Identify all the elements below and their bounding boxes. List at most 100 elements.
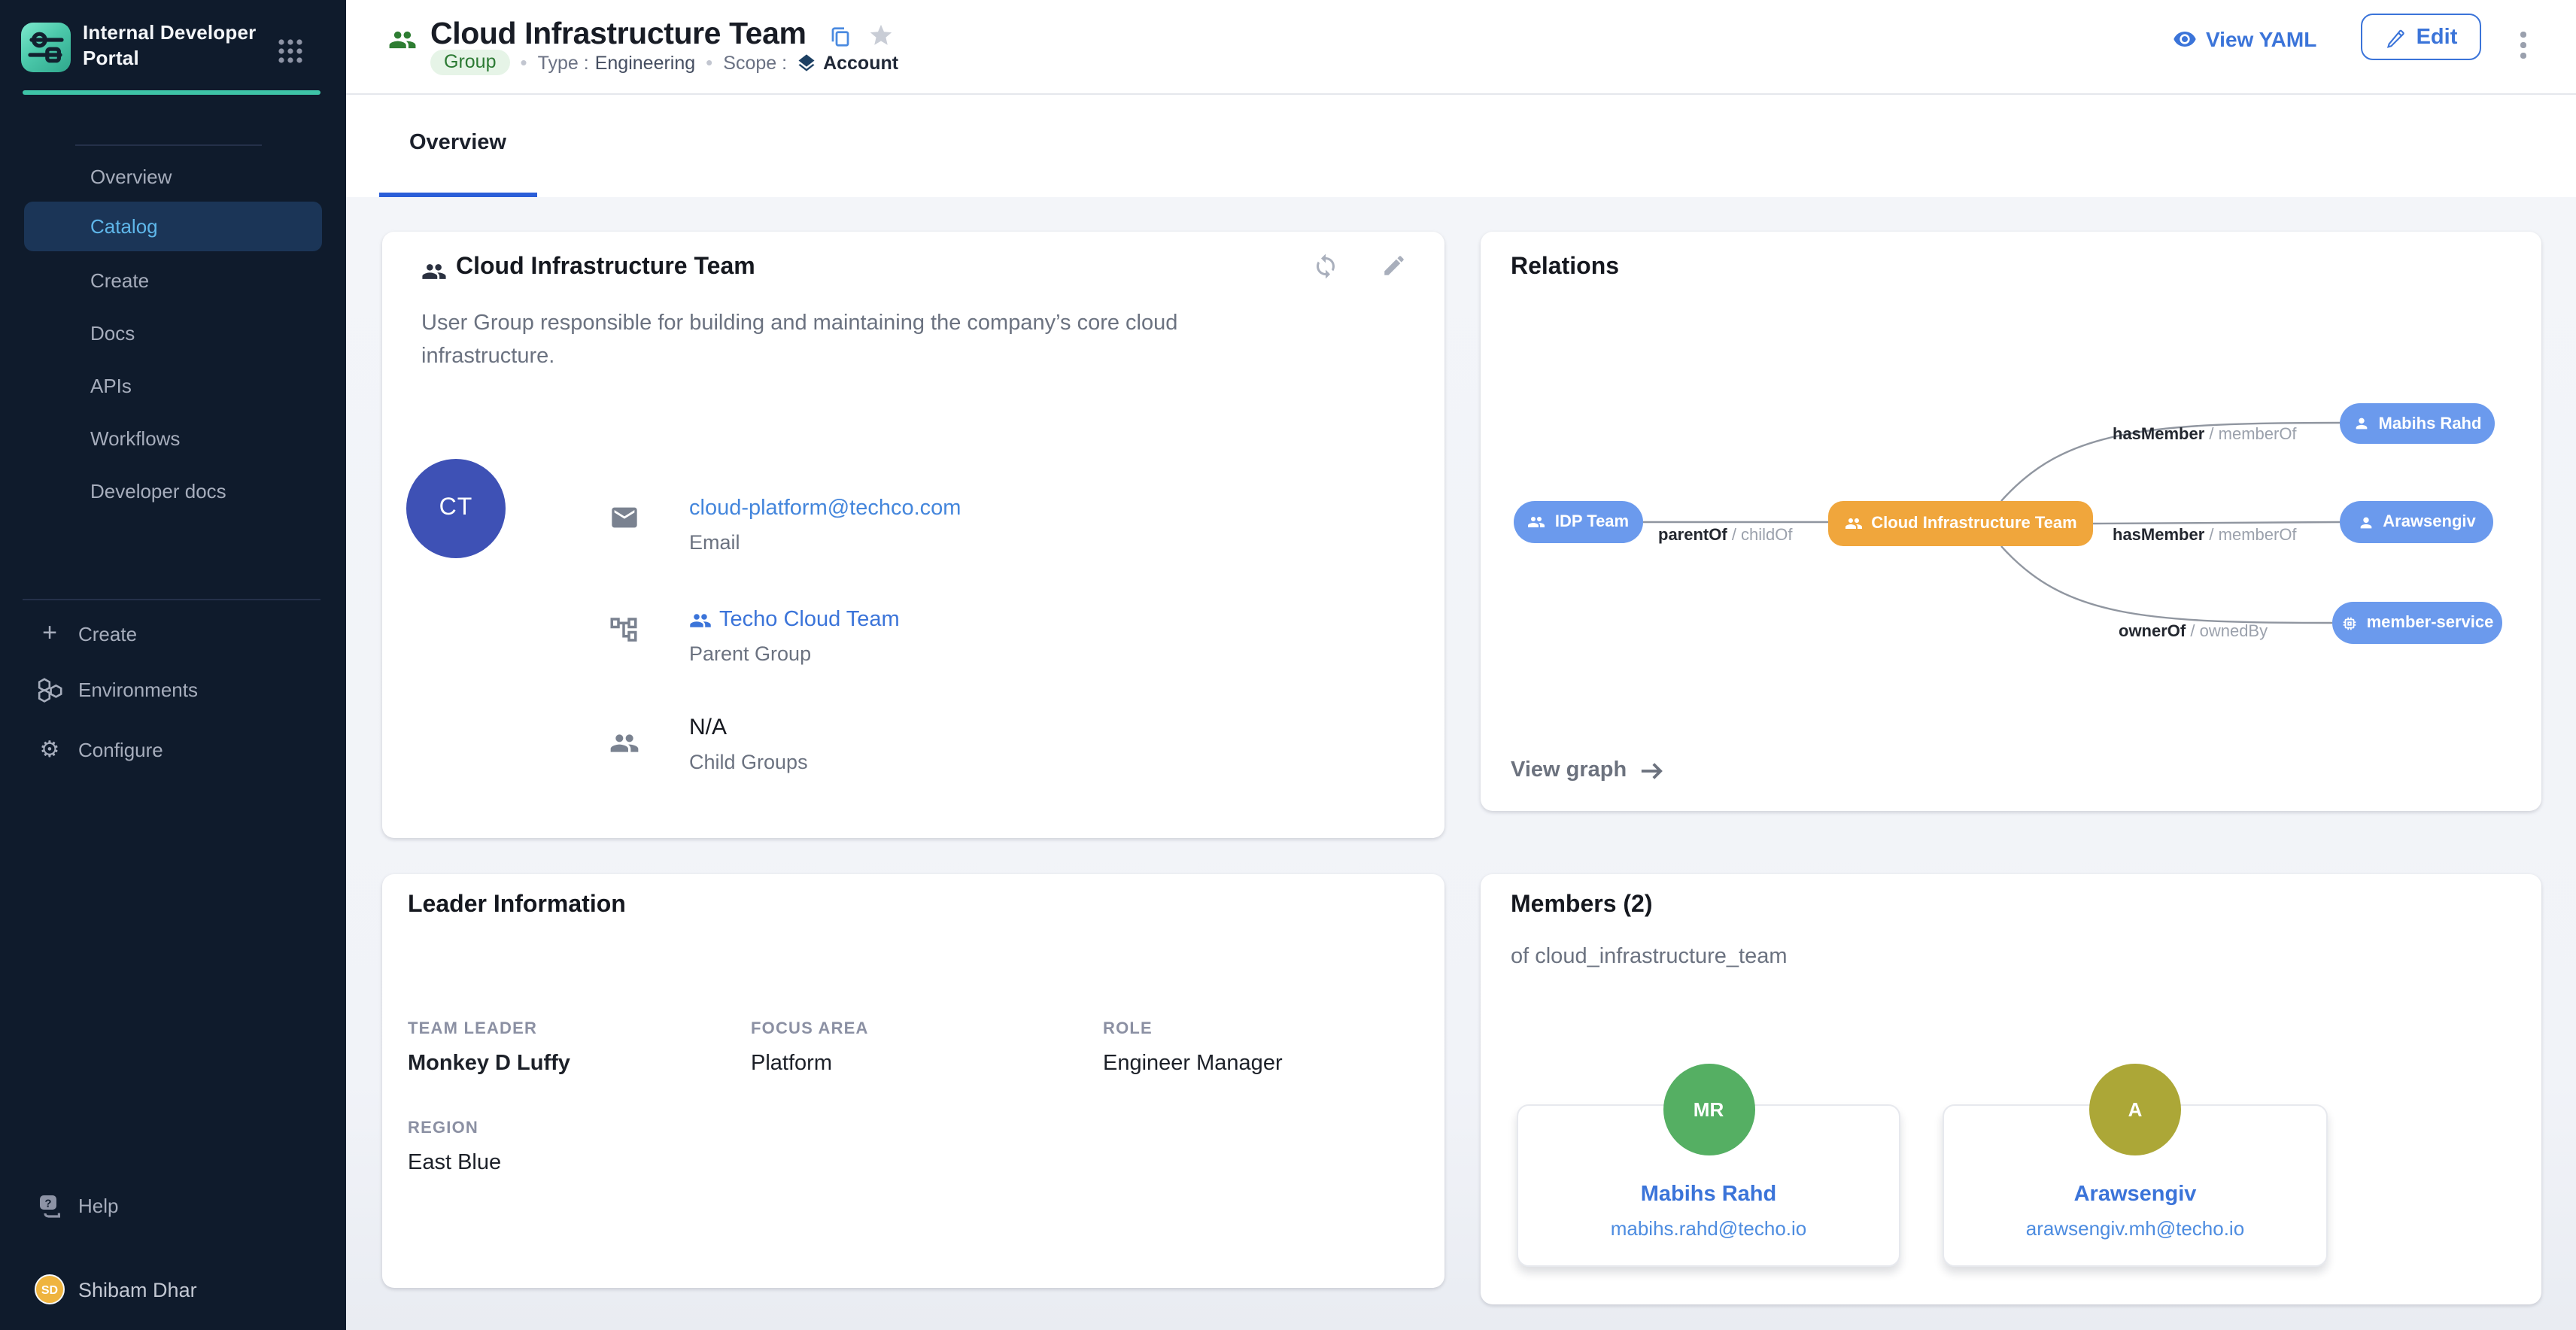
dot-separator: • xyxy=(520,51,527,74)
copy-icon[interactable] xyxy=(829,26,852,56)
user-avatar: SD xyxy=(35,1274,65,1304)
chip-icon xyxy=(2343,616,2356,630)
person-icon xyxy=(2359,516,2371,528)
view-yaml-button[interactable]: View YAML xyxy=(2173,27,2316,51)
region-value: East Blue xyxy=(408,1151,502,1175)
node-label: Cloud Infrastructure Team xyxy=(1871,515,2077,533)
mail-icon xyxy=(609,503,639,540)
edit-label: Edit xyxy=(2416,25,2458,49)
kind-badge: Group xyxy=(430,50,510,75)
relations-card: Relations IDP Team Cloud Infrastr xyxy=(1481,232,2541,811)
parent-group-link[interactable]: Techo Cloud Team xyxy=(719,608,900,632)
sidebar-action-configure[interactable]: ⚙ Configure xyxy=(0,724,346,775)
leader-information-card: Leader Information TEAM LEADER Monkey D … xyxy=(382,874,1444,1288)
team-description: User Group responsible for building and … xyxy=(421,311,1178,369)
sidebar-item-developer-docs[interactable]: Developer docs xyxy=(90,480,226,503)
graph-node-cloud-infrastructure-team[interactable]: Cloud Infrastructure Team xyxy=(1828,501,2093,546)
card-title: Leader Information xyxy=(408,892,626,918)
graph-node-mabihs-rahd[interactable]: Mabihs Rahd xyxy=(2340,403,2495,444)
card-title: Cloud Infrastructure Team xyxy=(456,254,755,280)
node-label: Mabihs Rahd xyxy=(2378,414,2482,433)
sidebar: Internal Developer Portal Overview Catal… xyxy=(0,0,346,1330)
sidebar-action-create[interactable]: + Create xyxy=(0,608,346,659)
edge-label-hasmember-mid: hasMember / memberOf xyxy=(2113,527,2297,545)
sidebar-divider xyxy=(75,144,262,146)
role-label: ROLE xyxy=(1103,1020,1153,1038)
apps-grid-icon[interactable] xyxy=(275,36,305,66)
child-groups-value: N/A xyxy=(689,715,728,740)
app-logo xyxy=(21,23,71,72)
star-icon[interactable] xyxy=(868,23,894,56)
graph-node-member-service[interactable]: member-service xyxy=(2332,602,2502,644)
avatar: SD xyxy=(35,1274,65,1304)
member-name-link[interactable]: Mabihs Rahd xyxy=(1640,1183,1777,1207)
sidebar-action-label: Configure xyxy=(78,738,163,761)
team-email-link[interactable]: cloud-platform@techco.com xyxy=(689,496,961,521)
edit-pencil-icon[interactable] xyxy=(1381,253,1407,286)
sidebar-item-help[interactable]: ? Help xyxy=(0,1180,346,1231)
layers-icon xyxy=(796,52,817,73)
hexagons-icon xyxy=(35,675,65,703)
group-icon xyxy=(690,613,711,627)
arrow-right-icon xyxy=(1642,762,1663,779)
app-title: Internal Developer Portal xyxy=(83,21,257,69)
view-graph-link[interactable]: View graph xyxy=(1511,758,1664,782)
more-options-icon[interactable] xyxy=(2513,26,2534,68)
members-subtitle: of cloud_infrastructure_team xyxy=(1511,945,1788,969)
sidebar-action-environments[interactable]: Environments xyxy=(0,663,346,715)
eye-icon xyxy=(2174,32,2196,47)
tab-overview[interactable]: Overview xyxy=(409,131,506,155)
help-chat-icon: ? xyxy=(35,1192,65,1218)
page-header: Cloud Infrastructure Team Group • Type :… xyxy=(346,0,2576,95)
parent-group-label: Parent Group xyxy=(689,642,812,665)
member-card-mabihs-rahd[interactable]: MR Mabihs Rahd mabihs.rahd@techo.io xyxy=(1517,1064,1900,1267)
view-yaml-label: View YAML xyxy=(2206,27,2317,51)
member-name-link[interactable]: Arawsengiv xyxy=(2073,1183,2197,1207)
pencil-icon xyxy=(2386,29,2404,47)
node-label: Arawsengiv xyxy=(2383,513,2476,531)
member-email-link[interactable]: mabihs.rahd@techo.io xyxy=(1610,1217,1807,1240)
active-tab-indicator xyxy=(379,192,537,197)
focus-area-value: Platform xyxy=(751,1052,832,1076)
entity-meta-row: Group • Type : Engineering • Scope : Acc… xyxy=(430,48,898,77)
edit-button[interactable]: Edit xyxy=(2361,14,2481,60)
relations-graph: IDP Team Cloud Infrastructure Team Mabih… xyxy=(1481,232,2541,811)
main-area: Cloud Infrastructure Team Group • Type :… xyxy=(346,0,2576,1330)
graph-node-idp-team[interactable]: IDP Team xyxy=(1514,501,1643,543)
sidebar-item-apis[interactable]: APIs xyxy=(90,375,132,397)
sidebar-item-create[interactable]: Create xyxy=(90,269,150,292)
sidebar-item-overview[interactable]: Overview xyxy=(90,165,172,188)
team-email-label: Email xyxy=(689,531,740,554)
sidebar-item-workflows[interactable]: Workflows xyxy=(90,427,181,450)
scope-value: Account xyxy=(823,52,899,73)
group-icon xyxy=(1845,518,1862,529)
user-name: Shibam Dhar xyxy=(78,1278,197,1301)
page-title: Cloud Infrastructure Team xyxy=(430,17,807,51)
team-leader-label: TEAM LEADER xyxy=(408,1020,538,1038)
scope-label: Scope : xyxy=(723,52,788,73)
svg-text:?: ? xyxy=(44,1197,50,1210)
sync-icon[interactable] xyxy=(1312,253,1339,287)
sidebar-accent-line xyxy=(23,90,320,95)
group-icon xyxy=(421,259,447,292)
sidebar-action-label: Create xyxy=(78,622,138,645)
sidebar-item-catalog[interactable]: Catalog xyxy=(24,202,322,251)
gear-icon: ⚙ xyxy=(39,736,60,763)
card-title: Relations xyxy=(1511,254,1620,280)
tab-bar: Overview xyxy=(346,95,2576,197)
sidebar-divider xyxy=(23,599,320,600)
node-label: member-service xyxy=(2366,614,2494,632)
parent-group-row: Techo Cloud Team xyxy=(689,608,900,632)
user-menu[interactable]: SD Shibam Dhar xyxy=(0,1264,346,1315)
sidebar-item-docs[interactable]: Docs xyxy=(90,322,135,345)
edge-label-parentof: parentOf / childOf xyxy=(1658,527,1793,545)
member-email-link[interactable]: arawsengiv.mh@techo.io xyxy=(2025,1217,2245,1240)
view-graph-label: View graph xyxy=(1511,758,1627,782)
graph-edges xyxy=(1643,421,2341,624)
dot-separator: • xyxy=(706,51,713,74)
graph-node-arawsengiv[interactable]: Arawsengiv xyxy=(2340,501,2493,543)
member-card-arawsengiv[interactable]: A Arawsengiv arawsengiv.mh@techo.io xyxy=(1943,1064,2328,1267)
members-card: Members (2) of cloud_infrastructure_team… xyxy=(1481,874,2541,1304)
card-title: Members (2) xyxy=(1511,892,1653,918)
